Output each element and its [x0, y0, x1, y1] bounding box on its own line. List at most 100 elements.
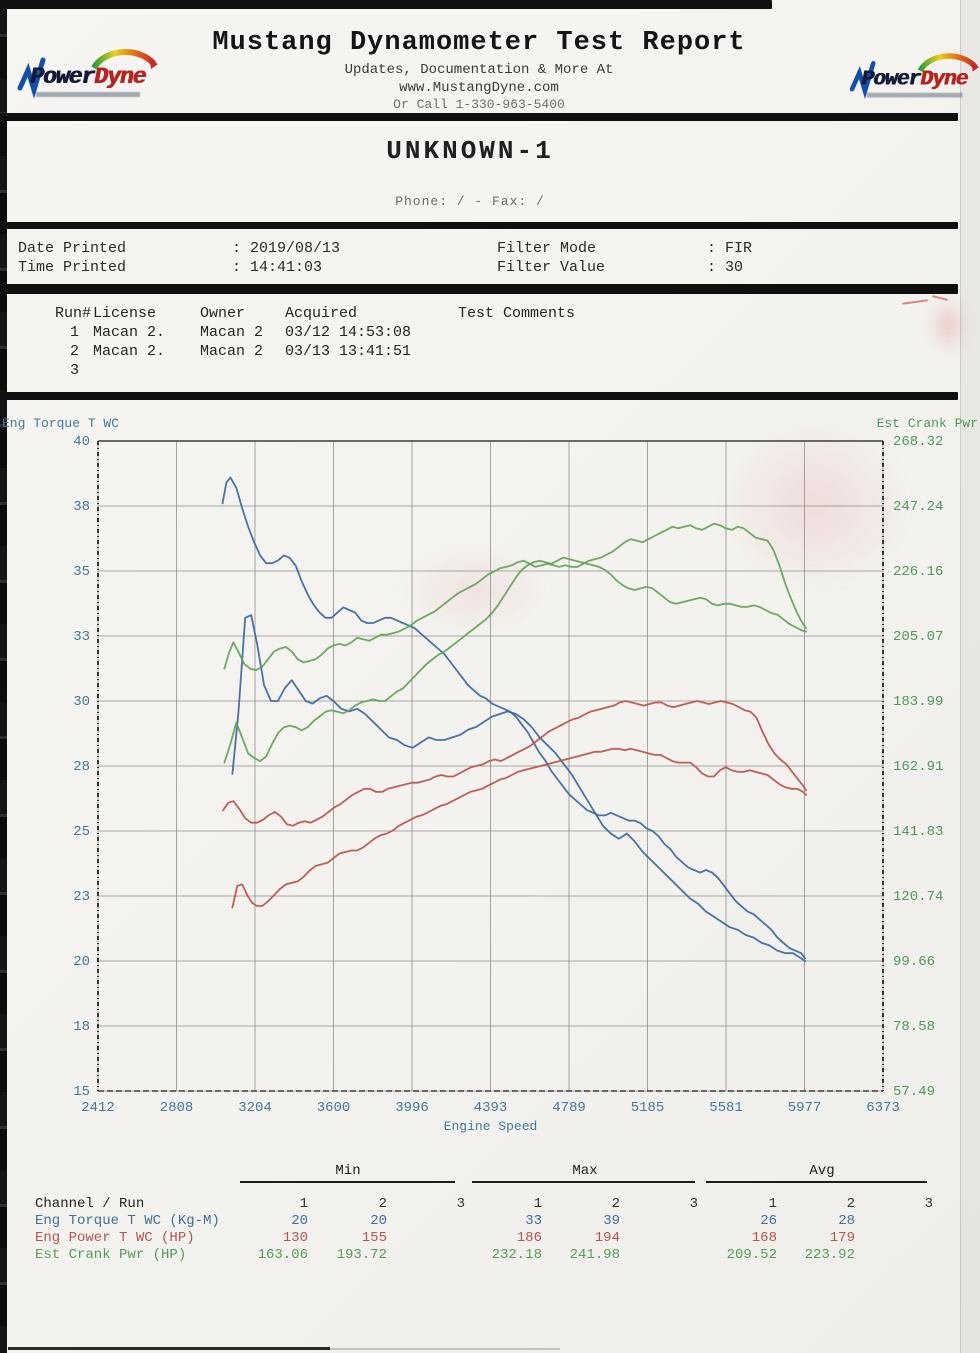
left-axis-tick-label: 28 [73, 759, 90, 775]
logo-word-power: Power [861, 67, 921, 91]
report-title: Mustang Dynamometer Test Report [212, 28, 746, 58]
left-axis-tick-label: 38 [73, 499, 90, 515]
stats-channel-label: Eng Power T WC (HP) [35, 1230, 195, 1246]
date-printed-value: : 2019/08/13 [232, 240, 341, 257]
run-table-cell-license: Macan 2. [93, 324, 166, 341]
report-subtitle: Updates, Documentation & More At [344, 62, 614, 78]
curve-eng-torque-t-wc-run-1 [231, 614, 806, 962]
filter-value-value: : 30 [707, 259, 744, 276]
stats-group-underline [472, 1181, 695, 1183]
right-axis-tick-label: 120.74 [893, 889, 943, 905]
stats-group-underline [240, 1181, 455, 1183]
stats-value: 241.98 [569, 1247, 620, 1263]
stats-group-max: Max [572, 1163, 598, 1179]
stats-channel-label: Est Crank Pwr (HP) [35, 1247, 187, 1263]
stats-channel-label: Eng Torque T WC (Kg-M) [35, 1213, 220, 1229]
stats-value: 26 [760, 1213, 777, 1229]
stats-run-number: 1 [299, 1196, 308, 1212]
page-edge-shade [961, 0, 980, 1353]
run-table-cell-owner: Macan 2 [200, 324, 264, 341]
scan-smudge [400, 545, 550, 635]
separator-band [0, 222, 958, 229]
stats-group-min: Min [335, 1163, 361, 1179]
right-axis-tick-label: 205.07 [893, 629, 943, 645]
logo-word-dyne: Dyne [920, 67, 968, 91]
logo-word-dyne: Dyne [94, 64, 146, 90]
logo-word-power: Power [30, 64, 95, 90]
left-axis-tick-label: 33 [73, 629, 90, 645]
x-axis-tick-label: 5185 [631, 1100, 665, 1116]
stats-value: 163.06 [257, 1247, 308, 1263]
powerdyne-logo-graphic [17, 49, 158, 99]
stats-run-number: 1 [533, 1196, 542, 1212]
run-table-cell-run: 3 [70, 362, 80, 379]
right-axis-tick-label: 247.24 [893, 499, 943, 515]
scan-smudge [720, 420, 910, 590]
swoosh-icon [17, 57, 46, 99]
rainbow-arrow-icon [971, 63, 980, 72]
stats-value: 20 [291, 1213, 308, 1229]
separator-band [0, 392, 958, 400]
right-axis-tick-label: 57.49 [893, 1084, 935, 1100]
separator-band [0, 284, 958, 294]
run-table-header: Acquired [285, 305, 358, 322]
right-axis-tick-label: 162.91 [893, 759, 943, 775]
left-axis-tick-label: 30 [73, 694, 90, 710]
curve-est-crank-pwr-run-1 [223, 556, 807, 764]
stats-value: 28 [838, 1213, 855, 1229]
run-table-header: Run# [55, 305, 92, 322]
x-axis-tick-label: 3600 [317, 1100, 351, 1116]
run-table-header: Test Comments [458, 305, 576, 322]
run-table-header: License [93, 305, 157, 322]
time-printed-label: Time Printed [18, 259, 127, 276]
x-axis-tick-label: 3204 [238, 1100, 272, 1116]
stats-value: 155 [361, 1230, 387, 1246]
swoosh-icon [849, 61, 876, 99]
x-axis-tick-label: 4789 [552, 1100, 586, 1116]
x-axis-tick-label: 5977 [788, 1100, 822, 1116]
run-table-cell-run: 1 [70, 324, 80, 341]
left-axis-tick-label: 20 [73, 954, 90, 970]
powerdyne-logo: PowerDyne [848, 52, 980, 105]
x-axis-tick-label: 3996 [395, 1100, 429, 1116]
filter-mode-value: : FIR [707, 240, 753, 257]
stats-run-number: 3 [689, 1196, 698, 1212]
stats-group-underline [706, 1181, 927, 1183]
stats-run-number: 2 [378, 1196, 387, 1212]
left-axis-tick-label: 40 [73, 434, 90, 450]
stats-channel-header: Channel / Run [35, 1196, 145, 1212]
left-axis-tick-label: 35 [73, 564, 90, 580]
x-axis-title: Engine Speed [443, 1119, 538, 1134]
stats-value: 168 [751, 1230, 777, 1246]
stats-value: 20 [370, 1213, 387, 1229]
stats-value: 193.72 [336, 1247, 387, 1263]
right-axis-tick-label: 183.99 [893, 694, 943, 710]
scan-edge-bar [0, 0, 7, 1353]
x-axis-tick-label: 4393 [474, 1100, 508, 1116]
scan-smudge [928, 295, 968, 355]
rainbow-arc-icon [91, 49, 157, 70]
report-website: www.MustangDyne.com [399, 80, 559, 96]
x-axis-tick-label: 2412 [81, 1100, 115, 1116]
stats-value: 130 [282, 1230, 308, 1246]
page-edge-line [960, 0, 961, 1353]
left-axis-tick-label: 15 [73, 1084, 90, 1100]
scan-footer-line [330, 1348, 560, 1350]
stats-value: 39 [603, 1213, 620, 1229]
stats-value: 33 [525, 1213, 542, 1229]
run-table-cell-acquired: 03/13 13:41:51 [285, 343, 412, 360]
stats-run-number: 2 [611, 1196, 620, 1212]
stats-run-number: 1 [768, 1196, 777, 1212]
left-axis-tick-label: 23 [73, 889, 90, 905]
left-axis-title: Eng Torque T WC [2, 416, 120, 431]
stats-value: 194 [594, 1230, 620, 1246]
x-axis-tick-label: 6373 [866, 1100, 900, 1116]
scan-footer-line [8, 1347, 330, 1350]
run-table-cell-license: Macan 2. [93, 343, 166, 360]
report-phone: Or Call 1-330-963-5400 [393, 97, 565, 112]
logo-tagline-blur [866, 92, 963, 98]
left-axis-tick-label: 25 [73, 824, 90, 840]
date-printed-label: Date Printed [18, 240, 127, 257]
stats-value: 232.18 [491, 1247, 542, 1263]
left-axis-tick-label: 18 [73, 1019, 90, 1035]
